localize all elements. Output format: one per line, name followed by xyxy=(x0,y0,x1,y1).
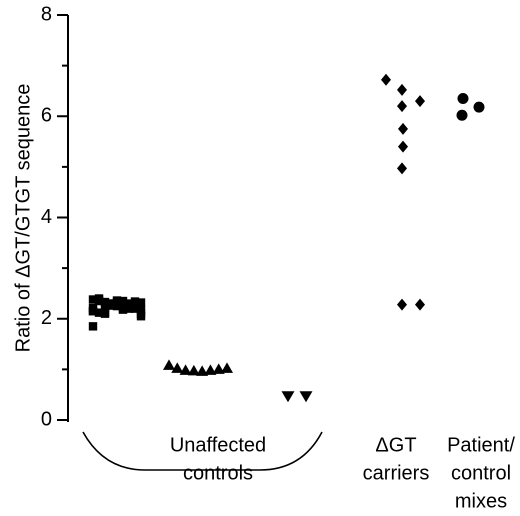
data-point-triangle-up xyxy=(221,362,233,373)
data-point-square xyxy=(88,295,98,304)
data-point-square xyxy=(100,303,110,312)
series-diamond xyxy=(381,73,425,311)
group-label-line: mixes xyxy=(455,490,507,512)
group-label-line: Patient/ xyxy=(447,434,515,456)
data-point-circle xyxy=(456,109,468,121)
data-point-diamond xyxy=(398,140,408,153)
y-tick-label: 2 xyxy=(41,307,52,329)
data-point-diamond xyxy=(415,298,425,311)
series-circle xyxy=(456,93,485,121)
data-point-diamond xyxy=(415,95,425,108)
data-point-diamond xyxy=(381,73,391,86)
data-point-triangle-up xyxy=(163,359,175,370)
data-point-square xyxy=(112,297,122,307)
data-point-diamond xyxy=(397,298,407,311)
group-labels: Unaffected controls ΔGT carriers Patient/con… xyxy=(170,434,516,512)
data-point-square xyxy=(106,301,116,310)
data-point-triangle-down xyxy=(299,391,313,403)
data-point-square xyxy=(124,304,134,313)
data-point-square xyxy=(136,309,146,318)
data-point-square xyxy=(94,295,104,304)
data-point-square xyxy=(88,303,98,313)
data-point-triangle-up xyxy=(187,364,200,376)
data-point-triangle-up xyxy=(212,363,225,374)
data-point-triangle-up xyxy=(204,364,217,375)
data-points xyxy=(88,73,485,403)
data-point-square xyxy=(118,296,128,306)
series-triangle-down xyxy=(281,391,313,403)
data-point-square xyxy=(100,308,110,317)
y-tick-label: 8 xyxy=(41,3,52,25)
series-square xyxy=(88,294,146,331)
data-point-square xyxy=(130,297,140,306)
y-axis-title: Ratio of ΔGT/GTGT sequence xyxy=(12,84,34,353)
y-axis: 0 2 4 6 8 xyxy=(41,3,69,430)
data-point-circle xyxy=(457,93,469,105)
group-label-line: control xyxy=(451,462,511,484)
data-point-diamond xyxy=(397,83,407,96)
data-point-square xyxy=(94,308,104,317)
unaffected-bracket xyxy=(82,431,323,471)
data-point-triangle-up xyxy=(171,362,184,373)
data-point-diamond xyxy=(397,100,407,113)
data-point-triangle-up xyxy=(179,364,192,375)
data-point-square xyxy=(88,322,98,331)
data-point-diamond xyxy=(398,122,408,135)
data-point-triangle-down xyxy=(281,391,295,403)
group-label-line: Unaffected xyxy=(170,434,266,456)
group-label-line: controls xyxy=(183,462,253,484)
data-point-square xyxy=(136,298,146,307)
data-point-square xyxy=(100,297,110,307)
data-point-circle xyxy=(473,101,485,113)
y-tick-label: 0 xyxy=(41,408,52,430)
y-ticks: 0 2 4 6 8 xyxy=(41,3,68,430)
y-tick-label: 4 xyxy=(41,206,52,228)
series-triangle-up xyxy=(163,359,233,376)
data-point-triangle-up xyxy=(196,365,209,376)
group-label-line: carriers xyxy=(363,462,430,484)
data-point-diamond xyxy=(397,162,407,175)
data-point-square xyxy=(130,302,140,311)
y-tick-label: 6 xyxy=(41,105,52,127)
data-point-square xyxy=(124,299,134,309)
group-label-line: ΔGT xyxy=(375,434,416,456)
data-point-square xyxy=(118,304,128,314)
